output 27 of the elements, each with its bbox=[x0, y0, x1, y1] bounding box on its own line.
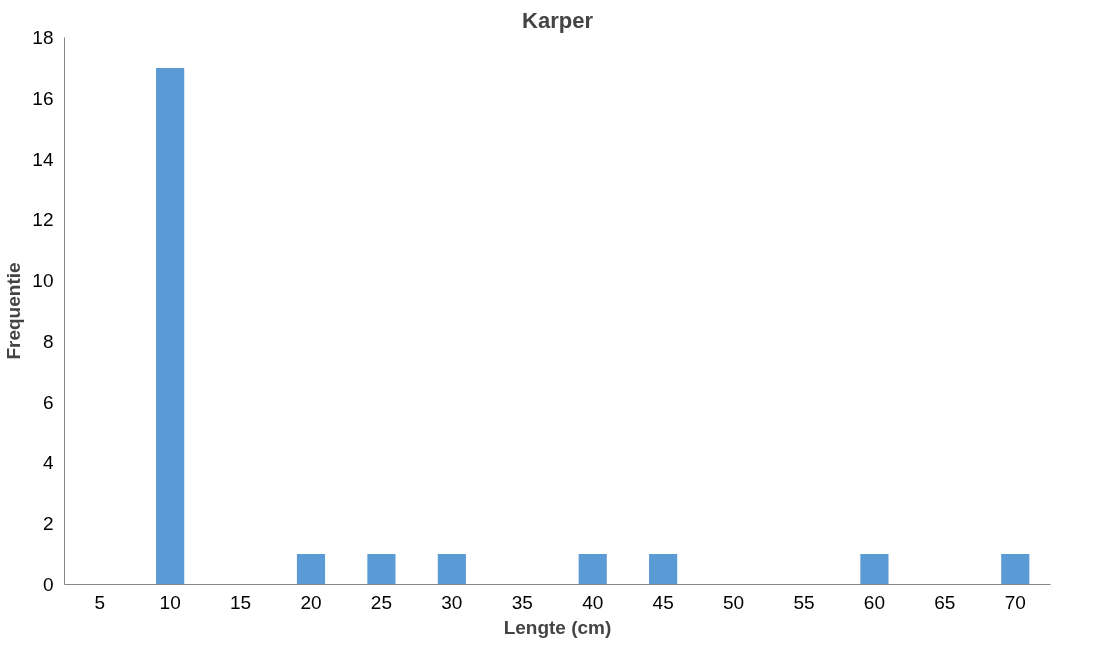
x-tick-label: 20 bbox=[300, 591, 322, 613]
chart-title: Karper bbox=[522, 7, 594, 33]
y-tick-label: 10 bbox=[32, 270, 54, 292]
x-tick-label: 30 bbox=[441, 591, 463, 613]
y-axis-title: Frequentie bbox=[3, 262, 25, 360]
x-tick-label: 70 bbox=[1004, 591, 1026, 613]
y-tick-label: 16 bbox=[32, 87, 54, 109]
y-tick-label: 2 bbox=[42, 513, 54, 535]
y-tick-label: 12 bbox=[32, 209, 54, 231]
x-tick-label: 15 bbox=[230, 591, 252, 613]
x-tick-label: 45 bbox=[652, 591, 674, 613]
x-tick-label: 55 bbox=[793, 591, 815, 613]
x-tick-label: 60 bbox=[863, 591, 885, 613]
x-tick-label: 40 bbox=[582, 591, 604, 613]
x-tick-label: 25 bbox=[370, 591, 392, 613]
x-axis-title: Lengte (cm) bbox=[503, 616, 612, 638]
x-tick-label: 35 bbox=[511, 591, 533, 613]
x-tick-label: 10 bbox=[159, 591, 181, 613]
y-tick-label: 0 bbox=[42, 574, 54, 595]
y-tick-label: 18 bbox=[32, 27, 54, 48]
y-tick-label: 4 bbox=[42, 452, 54, 474]
y-tick-label: 8 bbox=[42, 330, 54, 352]
x-tick-label: 65 bbox=[934, 591, 956, 613]
y-tick-label: 6 bbox=[42, 391, 54, 413]
y-tick-label: 14 bbox=[32, 148, 54, 170]
x-tick-label: 50 bbox=[723, 591, 745, 613]
x-tick-label: 5 bbox=[94, 591, 106, 613]
